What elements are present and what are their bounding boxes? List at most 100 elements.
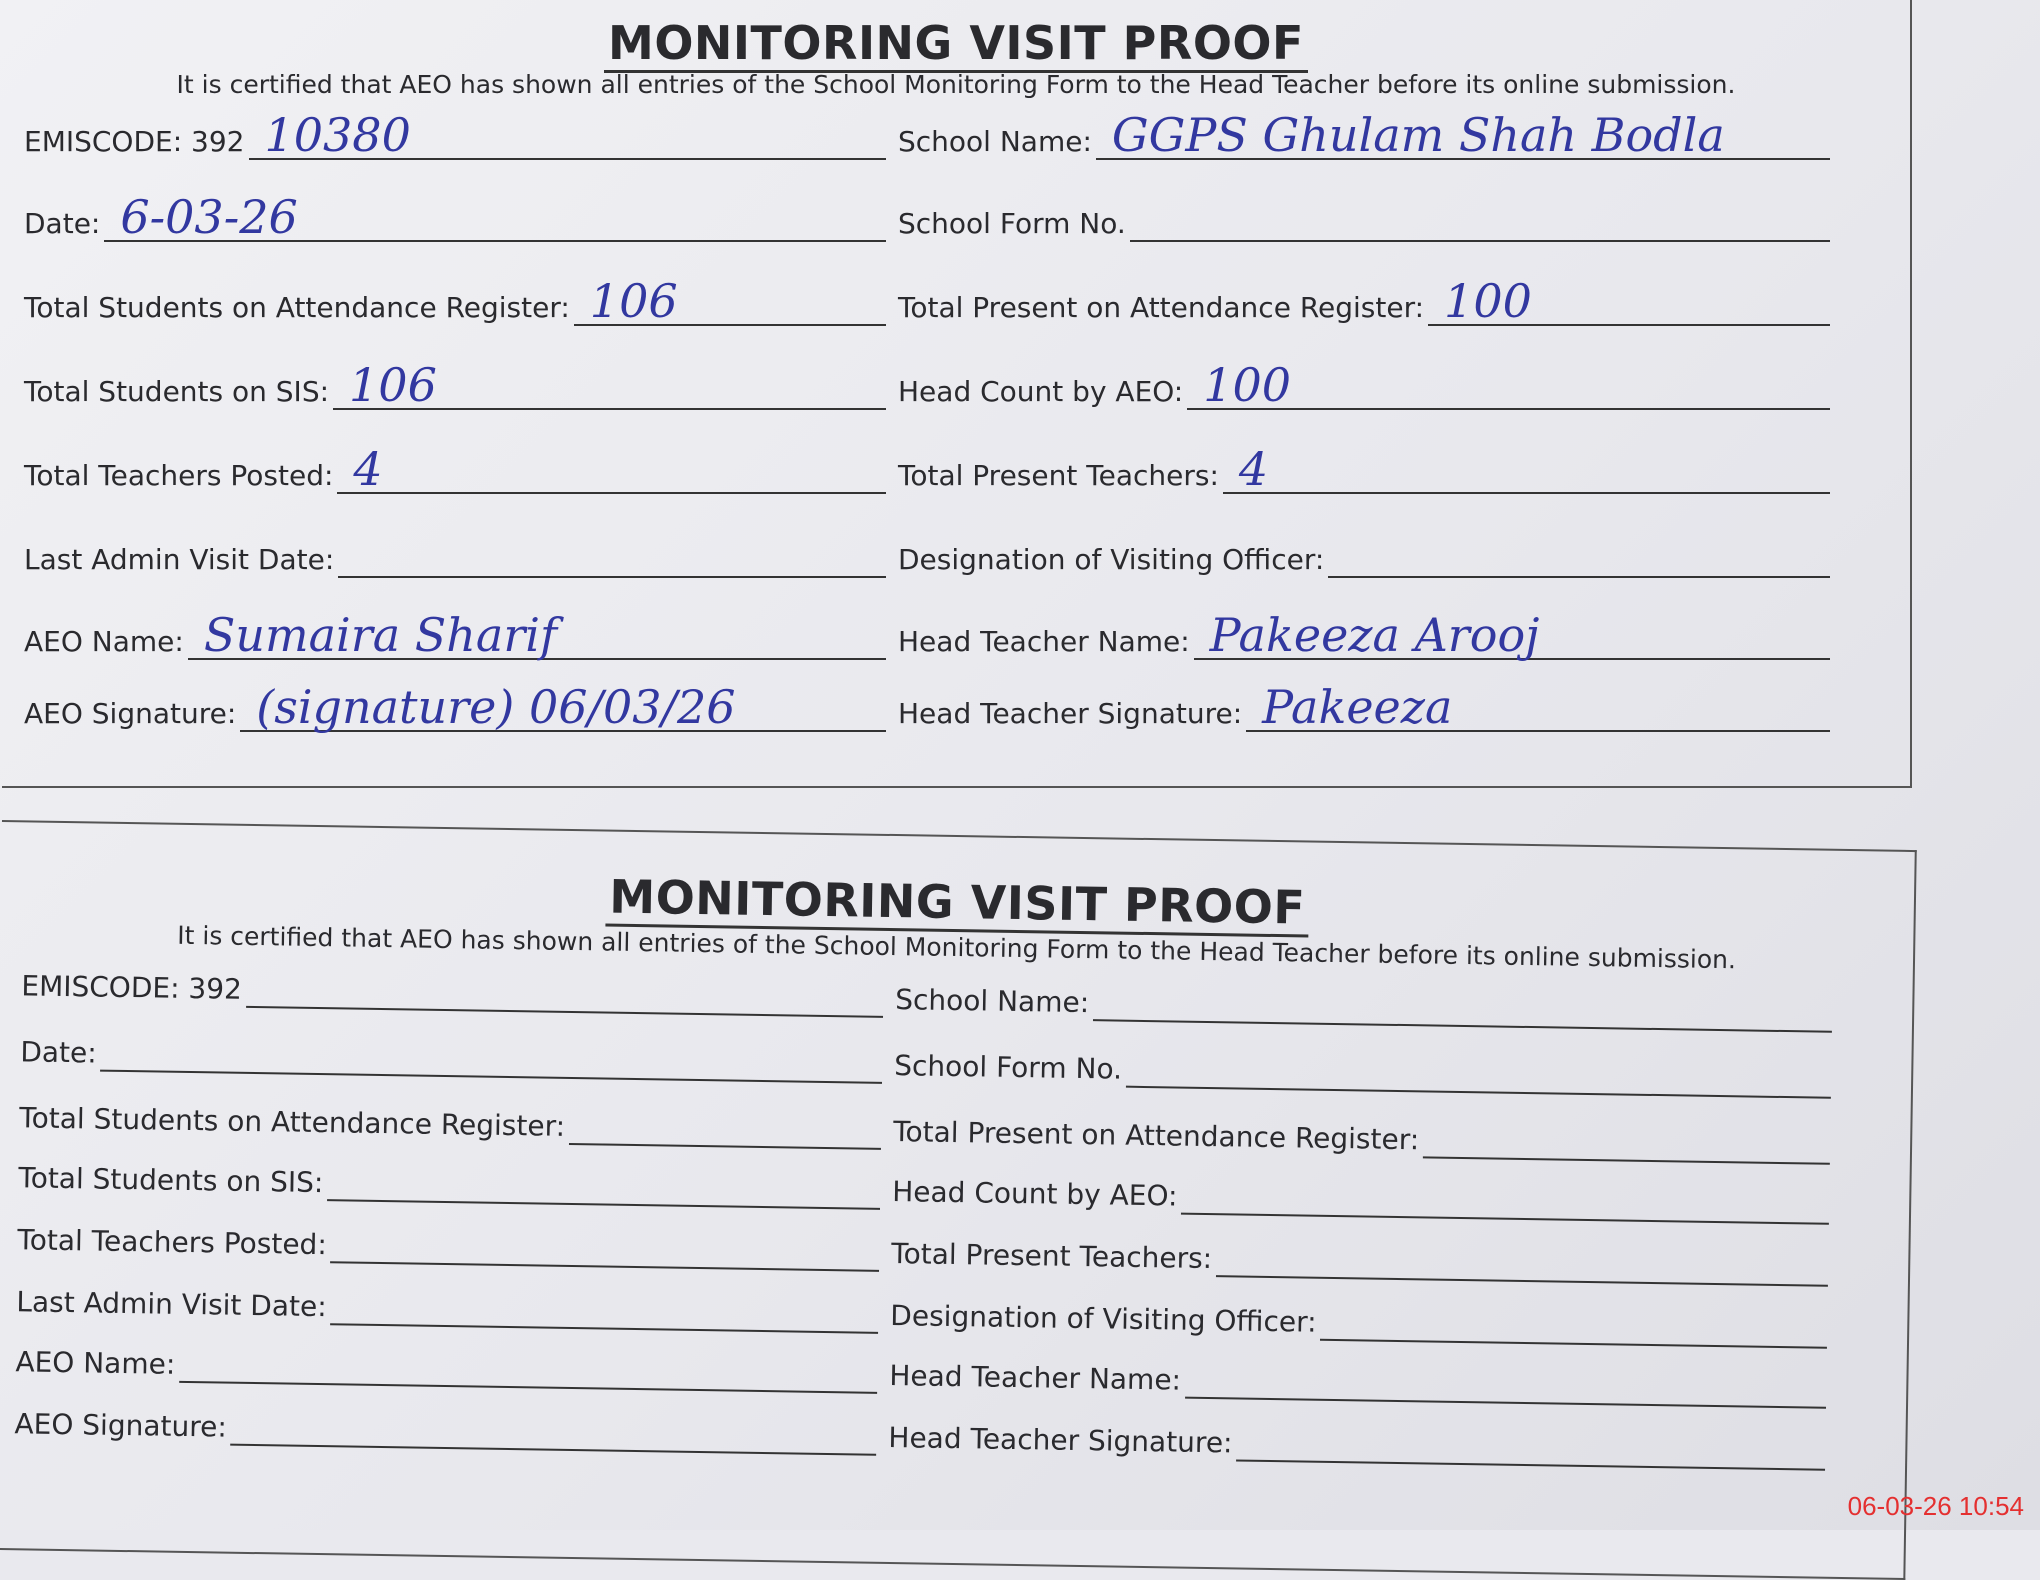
form-row: AEO Name: Head Teacher Name: — [15, 1336, 1827, 1409]
fill-in-line[interactable]: 106 — [573, 274, 886, 328]
field-label: School Form No. — [893, 1049, 1123, 1086]
field-label: Total Students on SIS: — [24, 375, 330, 408]
monitoring-form-blank: MONITORING VISIT PROOF It is certified th… — [0, 820, 1917, 1580]
handwritten-value: Pakeeza — [1262, 680, 1453, 734]
form-row: EMISCODE: 392 10380 School Name: GGPS Ghula… — [24, 108, 1830, 162]
form-row: Last Admin Visit Date: Designation of Vis… — [24, 534, 1830, 578]
handwritten-value: 106 — [349, 358, 437, 412]
field-aeo-name: AEO Name: Sumaira Sharif — [24, 608, 886, 662]
form-row: AEO Name: Sumaira Sharif Head Teacher Name… — [24, 608, 1830, 662]
fill-in-line[interactable] — [1181, 1168, 1830, 1225]
fill-in-line[interactable] — [230, 1399, 877, 1456]
handwritten-value: 4 — [1238, 442, 1269, 496]
field-emiscode-392: EMISCODE: 392 10380 — [24, 108, 886, 162]
field-total-students-on-attendance-register: Total Students on Attendance Register: 10… — [24, 274, 886, 328]
field-label: Total Present on Attendance Register: — [898, 291, 1425, 324]
fill-in-line[interactable]: GGPS Ghulam Shah Bodla — [1095, 108, 1830, 162]
form-row: AEO Signature: Head Teacher Signature: — [14, 1398, 1826, 1471]
certification-text: It is certified that AEO has shown all e… — [176, 70, 1736, 99]
field-label: Total Students on SIS: — [18, 1161, 324, 1200]
form-row: Total Students on SIS: Head Count by AEO: — [18, 1152, 1830, 1225]
field-total-present-on-attendance-register: Total Present on Attendance Register: — [893, 1106, 1831, 1165]
field-label: Head Teacher Signature: — [888, 1421, 1233, 1460]
field-total-students-on-sis: Total Students on SIS: — [18, 1152, 881, 1210]
field-school-form-no: School Form No. — [898, 198, 1830, 242]
field-label: School Name: — [898, 125, 1092, 158]
field-total-present-on-attendance-register: Total Present on Attendance Register: 100 — [898, 274, 1830, 328]
monitoring-form-filled: MONITORING VISIT PROOF It is certified th… — [2, 0, 1912, 788]
field-head-teacher-name: Head Teacher Name: Pakeeza Arooj — [898, 608, 1830, 662]
handwritten-value: 106 — [589, 274, 678, 328]
field-label: Last Admin Visit Date: — [16, 1285, 327, 1324]
field-last-admin-visit-date: Last Admin Visit Date: — [24, 534, 886, 578]
fill-in-line[interactable] — [568, 1098, 882, 1150]
field-label: Head Count by AEO: — [898, 375, 1184, 408]
fill-in-line[interactable] — [1092, 975, 1833, 1033]
handwritten-value: 100 — [1444, 274, 1532, 328]
field-designation-of-visiting-officer: Designation of Visiting Officer: — [890, 1290, 1828, 1349]
photo-timestamp: 06-03-26 10:54 — [1847, 1491, 2024, 1521]
field-label: Head Teacher Signature: — [898, 697, 1243, 730]
fill-in-line[interactable]: 100 — [1187, 358, 1830, 412]
fill-in-line[interactable] — [330, 1217, 880, 1272]
handwritten-value: 10380 — [264, 108, 411, 162]
fill-in-line[interactable]: 6-03-26 — [104, 190, 886, 244]
field-total-teachers-posted: Total Teachers Posted: — [17, 1214, 880, 1272]
field-emiscode-392: EMISCODE: 392 — [21, 960, 884, 1018]
fill-in-line[interactable] — [1215, 1231, 1829, 1287]
form-title: MONITORING VISIT PROOF — [2, 16, 1910, 73]
fill-in-line[interactable]: Pakeeza Arooj — [1193, 608, 1830, 662]
field-aeo-signature: AEO Signature: — [14, 1398, 877, 1456]
fill-in-line[interactable]: 10380 — [248, 108, 886, 162]
fill-in-line[interactable] — [1320, 1294, 1828, 1349]
fill-in-line[interactable] — [1184, 1352, 1827, 1409]
fill-in-line[interactable] — [179, 1336, 878, 1394]
fill-in-line[interactable]: 100 — [1428, 274, 1830, 328]
field-label: Last Admin Visit Date: — [24, 543, 335, 576]
field-label: Total Students on Attendance Register: — [19, 1101, 566, 1143]
fill-in-line[interactable] — [1125, 1041, 1832, 1099]
fill-in-line[interactable]: 4 — [337, 442, 886, 496]
fill-in-line[interactable]: Pakeeza — [1246, 680, 1830, 734]
field-label: Head Count by AEO: — [892, 1175, 1178, 1213]
form-row: Total Teachers Posted: 4 Total Present Tea… — [24, 442, 1830, 496]
field-school-name: School Name: GGPS Ghulam Shah Bodla — [898, 108, 1830, 162]
form-title-text: MONITORING VISIT PROOF — [604, 869, 1310, 938]
fill-in-line[interactable]: Sumaira Sharif — [187, 608, 886, 662]
fill-in-line[interactable] — [338, 532, 886, 578]
fill-in-line[interactable]: 4 — [1222, 442, 1830, 496]
fill-in-line[interactable] — [330, 1279, 879, 1334]
field-label: AEO Signature: — [14, 1407, 228, 1444]
fill-in-line[interactable] — [1129, 196, 1830, 242]
field-total-students-on-sis: Total Students on SIS: 106 — [24, 358, 886, 412]
form-row: Total Teachers Posted: Total Present Teac… — [17, 1214, 1829, 1287]
fill-in-line[interactable] — [100, 1025, 883, 1084]
handwritten-value: Sumaira Sharif — [203, 608, 558, 662]
handwritten-value: 4 — [353, 442, 383, 496]
field-label: Total Present Teachers: — [898, 459, 1219, 492]
field-label: AEO Name: — [24, 625, 184, 658]
field-date: Date: — [20, 1025, 883, 1084]
field-label: Total Present on Attendance Register: — [892, 1115, 1420, 1157]
field-label: EMISCODE: 392 — [24, 125, 245, 158]
handwritten-value: GGPS Ghulam Shah Bodla — [1111, 108, 1725, 162]
field-head-teacher-signature: Head Teacher Signature: Pakeeza — [898, 680, 1830, 734]
field-label: Date: — [24, 207, 101, 240]
field-aeo-name: AEO Name: — [15, 1336, 878, 1394]
fill-in-line[interactable]: 106 — [333, 358, 886, 412]
handwritten-value: (signature) 06/03/26 — [256, 680, 736, 734]
form-row: AEO Signature: (signature) 06/03/26 Head T… — [24, 680, 1830, 734]
fill-in-line[interactable] — [1236, 1415, 1826, 1471]
field-total-present-teachers: Total Present Teachers: — [891, 1228, 1829, 1287]
field-label: Designation of Visiting Officer: — [898, 543, 1325, 576]
field-label: EMISCODE: 392 — [21, 969, 243, 1006]
field-label: Total Teachers Posted: — [24, 459, 334, 492]
field-head-count-by-aeo: Head Count by AEO: — [892, 1166, 1830, 1225]
fill-in-line[interactable] — [1422, 1112, 1831, 1165]
fill-in-line[interactable]: (signature) 06/03/26 — [240, 680, 886, 734]
fill-in-line[interactable] — [1328, 532, 1830, 578]
field-label: School Name: — [895, 983, 1090, 1020]
fill-in-line[interactable] — [245, 961, 884, 1018]
fill-in-line[interactable] — [327, 1155, 881, 1210]
